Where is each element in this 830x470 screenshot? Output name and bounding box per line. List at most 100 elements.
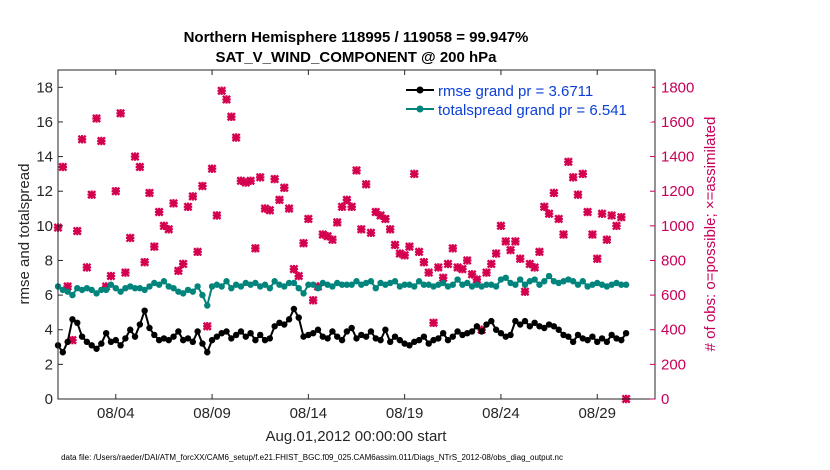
series-point-rmse xyxy=(594,338,601,346)
series-point-rmse xyxy=(88,342,95,349)
series-point-rmse xyxy=(281,321,288,328)
series-point-rmse xyxy=(622,330,630,337)
series-point-rmse xyxy=(266,335,274,342)
obs-assimilated-point xyxy=(563,157,573,167)
series-point-totalspread xyxy=(74,284,81,292)
series-point-totalspread xyxy=(266,284,274,292)
obs-assimilated-point xyxy=(443,259,453,269)
obs-assimilated-point xyxy=(583,207,593,217)
series-point-rmse xyxy=(488,317,495,325)
obs-assimilated-point xyxy=(544,209,554,219)
legend: rmse grand pr = 3.6711 totalspread grand… xyxy=(400,76,652,122)
obs-assimilated-point xyxy=(549,188,559,198)
series-point-rmse xyxy=(367,328,375,335)
obs-assimilated-point xyxy=(448,243,458,253)
obs-assimilated-point xyxy=(116,108,126,118)
series-point-rmse xyxy=(377,336,384,344)
series-point-totalspread xyxy=(358,281,365,288)
series-point-totalspread xyxy=(136,284,144,292)
series-point-rmse xyxy=(102,330,110,337)
obs-assimilated-point xyxy=(530,262,540,272)
series-point-totalspread xyxy=(608,281,615,288)
series-point-rmse xyxy=(478,328,485,335)
series-point-totalspread xyxy=(478,283,485,290)
series-point-totalspread xyxy=(502,274,509,281)
y-right-tick-label: 1000 xyxy=(661,218,694,235)
series-point-rmse xyxy=(497,330,505,337)
obs-assimilated-point xyxy=(183,202,193,212)
x-tick-label: 08/19 xyxy=(386,405,424,422)
series-point-rmse xyxy=(468,328,476,335)
obs-assimilated-point xyxy=(419,257,429,267)
series-point-rmse xyxy=(603,338,611,346)
series-point-totalspread xyxy=(257,283,264,290)
series-point-totalspread xyxy=(531,276,538,283)
obs-assimilated-point xyxy=(352,165,361,175)
series-point-totalspread xyxy=(435,281,442,288)
series-point-totalspread xyxy=(492,283,500,290)
series-point-totalspread xyxy=(377,279,384,287)
obs-assimilated-point xyxy=(337,202,347,212)
y-right-tick-label: 0 xyxy=(661,391,669,408)
series-point-rmse xyxy=(531,319,538,327)
obs-assimilated-point xyxy=(559,230,568,239)
obs-assimilated-point xyxy=(299,238,308,248)
obs-assimilated-point xyxy=(193,247,203,257)
y-right-tick-label: 1800 xyxy=(661,79,694,96)
obs-assimilated-point xyxy=(222,94,231,104)
chart-title: Northern Hemisphere 118995 / 119058 = 99… xyxy=(184,29,529,46)
series-point-rmse xyxy=(208,336,216,344)
series-point-totalspread xyxy=(319,279,326,287)
series-point-rmse xyxy=(560,331,567,339)
obs-assimilated-point xyxy=(250,243,260,253)
series-point-rmse xyxy=(574,331,582,339)
obs-assimilated-point xyxy=(409,169,419,179)
series-point-totalspread xyxy=(146,283,153,290)
obs-assimilated-point xyxy=(303,214,313,224)
obs-assimilated-point xyxy=(106,271,116,281)
series-point-rmse xyxy=(541,324,548,332)
series-point-totalspread xyxy=(170,284,177,292)
series-point-rmse xyxy=(502,333,509,340)
series-point-rmse xyxy=(608,331,615,339)
series-point-rmse xyxy=(271,323,278,330)
obs-assimilated-point xyxy=(188,191,198,201)
series-point-rmse xyxy=(565,333,572,340)
obs-assimilated-point xyxy=(125,233,135,243)
series-point-rmse xyxy=(579,335,586,342)
obs-assimilated-point xyxy=(332,217,342,227)
legend-label-rmse: rmse grand pr = 3.6711 xyxy=(438,83,593,100)
data-series xyxy=(54,272,630,356)
series-point-rmse xyxy=(598,335,606,342)
obs-assimilated-point xyxy=(197,181,207,191)
y-right-tick-label: 1600 xyxy=(661,114,694,131)
series-point-totalspread xyxy=(179,290,187,297)
series-point-totalspread xyxy=(613,279,620,287)
obs-assimilated-point xyxy=(380,214,390,224)
series-point-rmse xyxy=(536,323,543,330)
obs-assimilated-point xyxy=(226,112,236,122)
series-point-rmse xyxy=(584,336,591,344)
axes xyxy=(57,69,656,400)
series-point-rmse xyxy=(276,319,283,327)
obs-assimilated-point xyxy=(217,86,227,96)
obs-assimilated-point xyxy=(154,207,164,217)
obs-assimilated-point xyxy=(58,162,68,172)
obs-assimilated-point xyxy=(414,247,424,257)
series-point-rmse xyxy=(343,328,351,335)
series-point-rmse xyxy=(179,336,187,344)
x-tick-label: 08/04 xyxy=(97,405,135,422)
series-point-totalspread xyxy=(550,278,558,285)
obs-assimilated-point xyxy=(462,256,472,265)
obs-assimilated-point xyxy=(554,214,564,224)
series-point-totalspread xyxy=(545,272,553,280)
series-point-totalspread xyxy=(112,284,119,292)
obs-assimilated-series xyxy=(53,86,631,404)
series-point-rmse xyxy=(319,333,326,340)
series-point-totalspread xyxy=(439,279,447,287)
series-point-totalspread xyxy=(305,281,312,288)
series-point-totalspread xyxy=(362,279,370,287)
series-point-rmse xyxy=(204,349,211,356)
series-point-rmse xyxy=(223,328,230,335)
